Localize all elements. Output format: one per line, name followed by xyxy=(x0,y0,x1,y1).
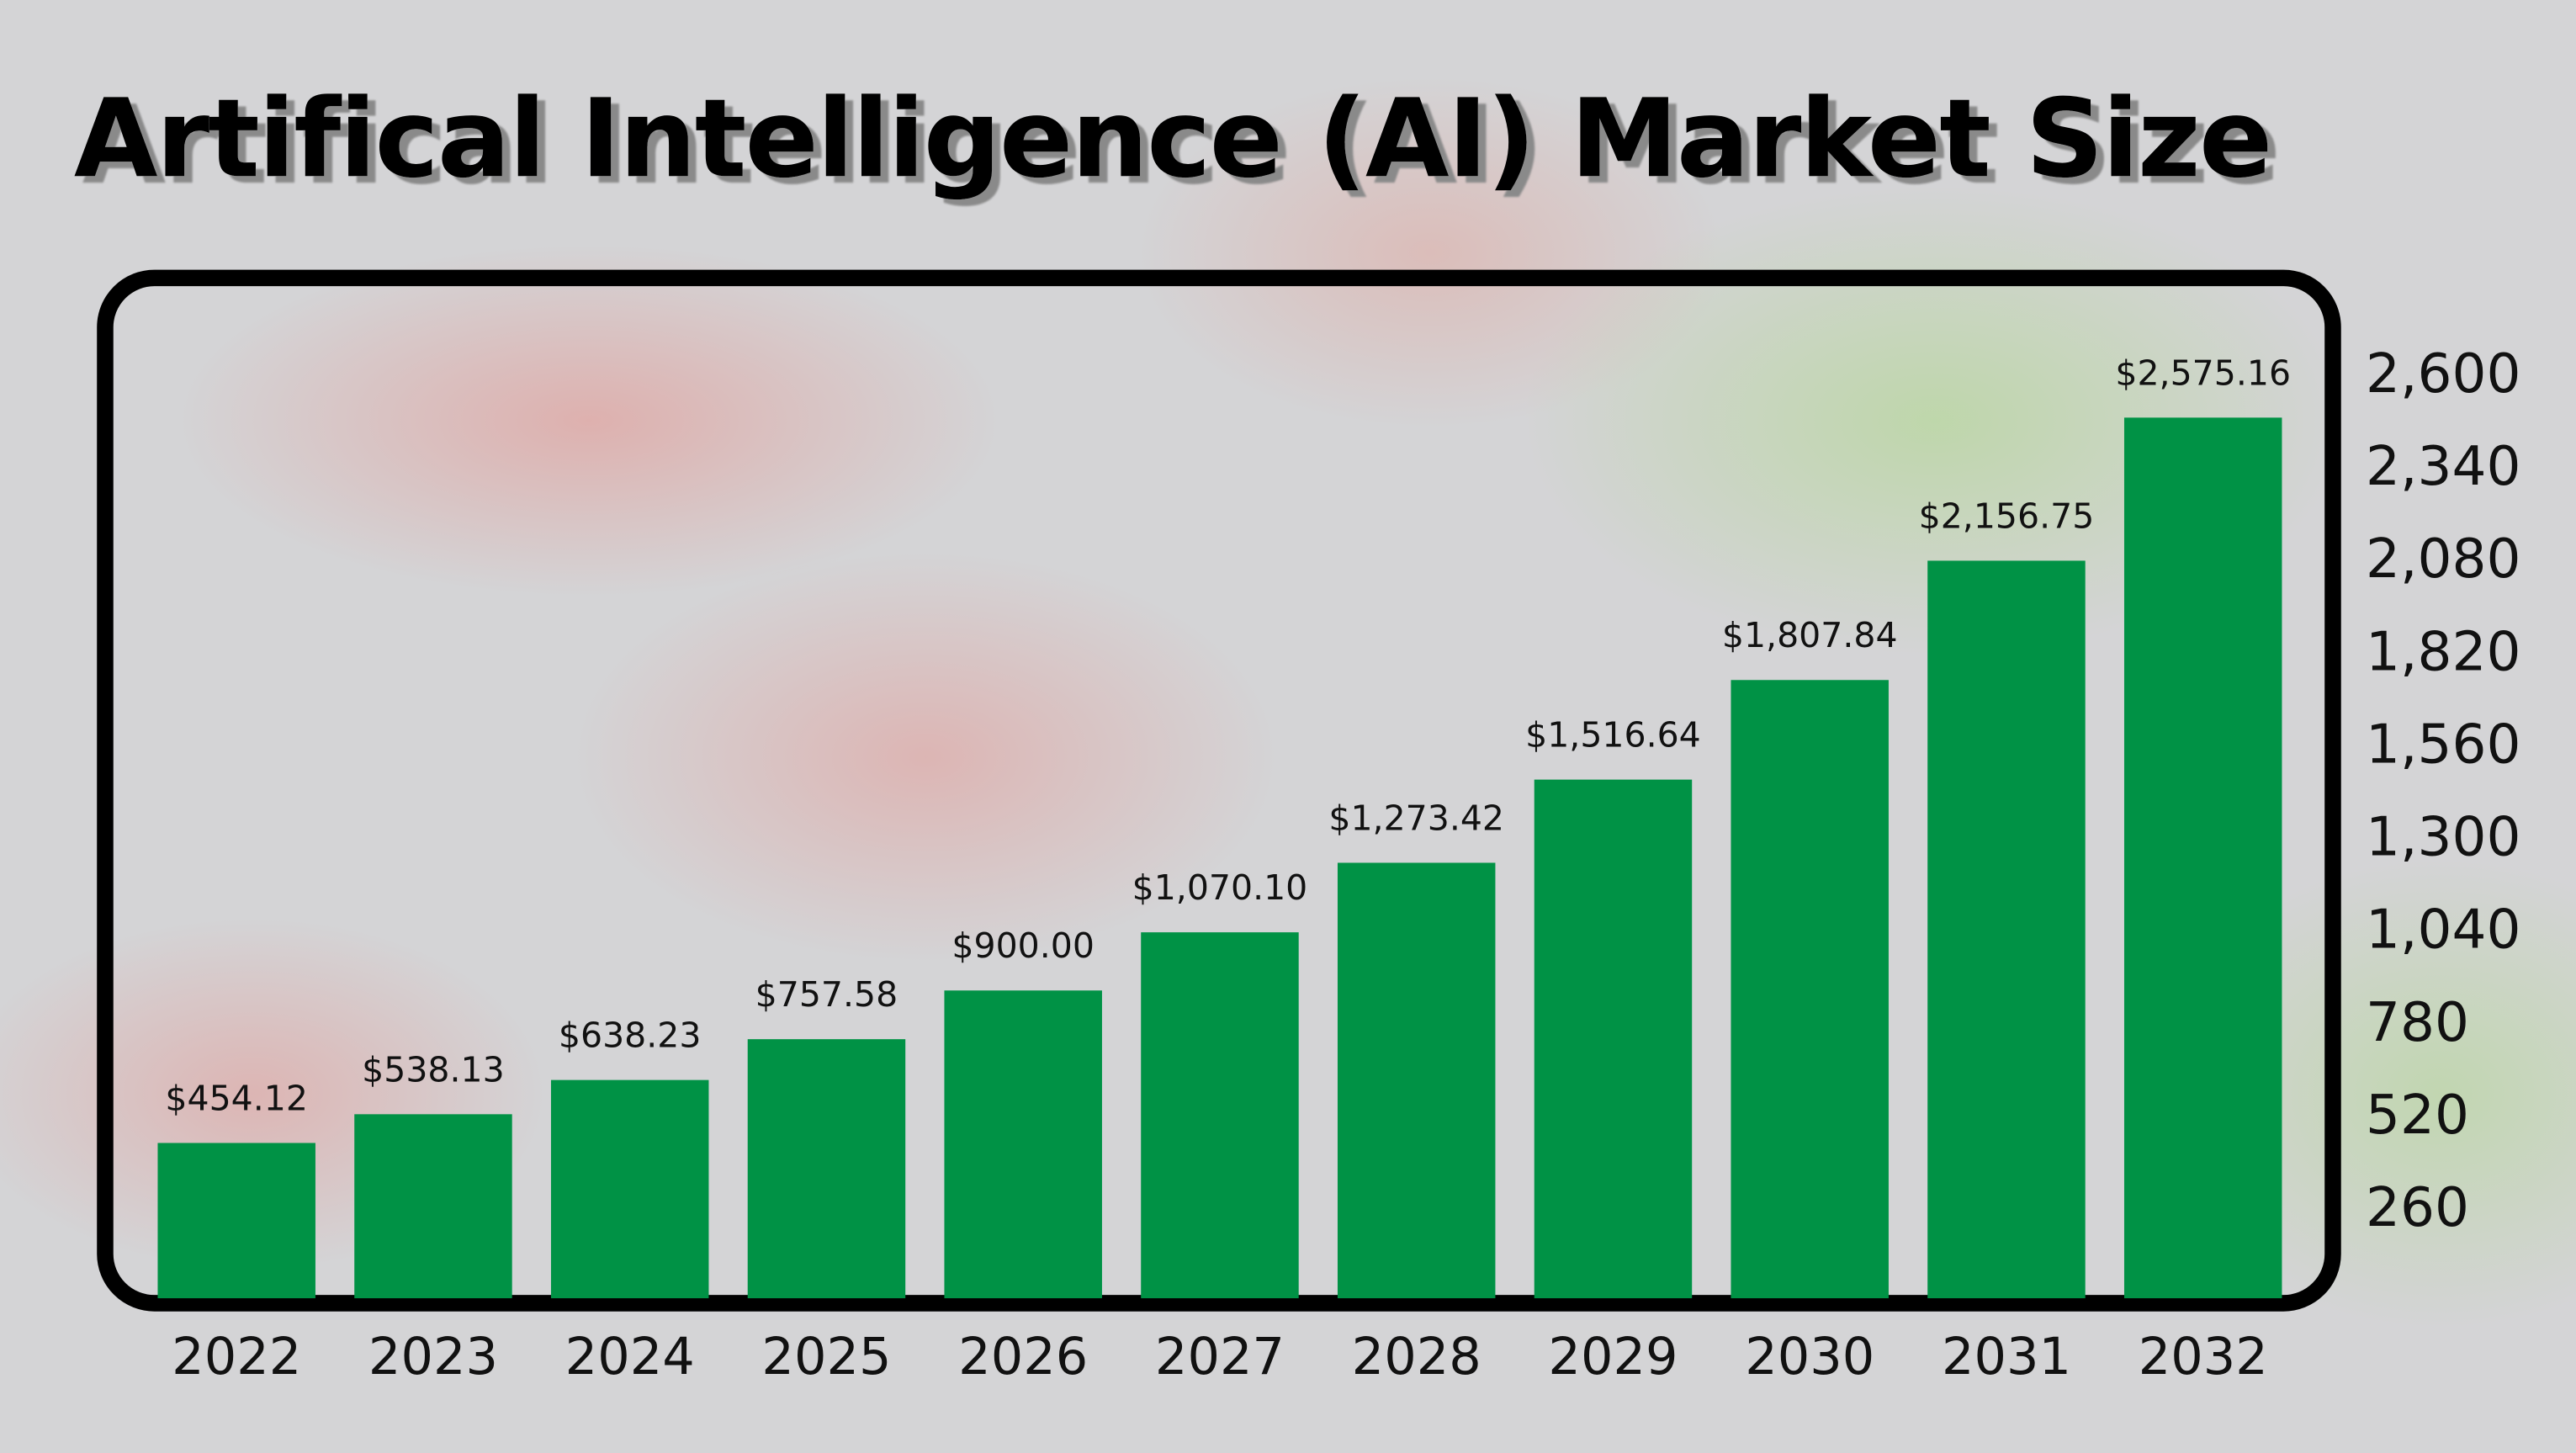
x-tick-label: 2025 xyxy=(761,1328,891,1387)
x-tick-label: 2031 xyxy=(1942,1328,2071,1387)
x-tick-label: 2023 xyxy=(368,1328,498,1387)
x-tick-label: 2028 xyxy=(1352,1328,1481,1387)
data-label: $638.23 xyxy=(559,1016,702,1056)
bar-2025 xyxy=(747,1039,906,1299)
bar-2031 xyxy=(1927,560,2086,1299)
chart-frame xyxy=(97,269,2341,1312)
x-tick-label: 2026 xyxy=(958,1328,1088,1387)
data-label: $2,575.16 xyxy=(2115,353,2291,393)
x-tick-label: 2032 xyxy=(2139,1328,2268,1387)
x-tick-label: 2029 xyxy=(1548,1328,1678,1387)
y-tick-label: 1,040 xyxy=(2366,899,2520,962)
x-tick-label: 2024 xyxy=(565,1328,695,1387)
y-tick-label: 1,820 xyxy=(2366,620,2520,683)
x-tick-label: 2027 xyxy=(1155,1328,1285,1387)
bars-group: $454.12 2022 $538.13 2023 $638.23 2024 $757.58… xyxy=(157,353,2291,1387)
x-tick-label: 2022 xyxy=(172,1328,301,1387)
chart-title: Artifical Intelligence (AI) Market Size xyxy=(74,76,2271,202)
bar-2026 xyxy=(944,990,1102,1299)
bar-2028 xyxy=(1337,862,1496,1299)
y-tick-label: 2,600 xyxy=(2366,342,2520,406)
bar-2024 xyxy=(550,1079,709,1299)
data-label: $1,807.84 xyxy=(1722,615,1898,655)
y-tick-label: 780 xyxy=(2366,991,2469,1054)
bar-2032 xyxy=(2123,417,2282,1299)
bar-2029 xyxy=(1534,779,1693,1299)
data-label: $900.00 xyxy=(951,925,1095,966)
y-tick-label: 2,080 xyxy=(2366,528,2520,591)
x-tick-label: 2030 xyxy=(1745,1328,1874,1387)
bar-2027 xyxy=(1141,932,1299,1299)
y-tick-label: 520 xyxy=(2366,1084,2469,1147)
data-label: $1,273.42 xyxy=(1328,798,1504,838)
y-tick-label: 2,340 xyxy=(2366,435,2520,498)
y-tick-label: 260 xyxy=(2366,1176,2469,1239)
data-label: $454.12 xyxy=(165,1078,308,1118)
bar-2022 xyxy=(157,1143,315,1299)
y-tick-label: 1,300 xyxy=(2366,806,2520,869)
data-label: $1,516.64 xyxy=(1525,715,1701,756)
y-tick-label: 1,560 xyxy=(2366,713,2520,776)
data-label: $538.13 xyxy=(362,1049,505,1090)
bar-2030 xyxy=(1731,680,1889,1299)
bar-2023 xyxy=(354,1114,512,1299)
data-label: $2,156.75 xyxy=(1919,496,2095,536)
data-label: $1,070.10 xyxy=(1132,867,1308,908)
y-axis-ticks: 260 520 780 1,040 1,300 1,560 1,820 2,080 2,340 2… xyxy=(2366,342,2520,1239)
data-label: $757.58 xyxy=(755,974,898,1015)
